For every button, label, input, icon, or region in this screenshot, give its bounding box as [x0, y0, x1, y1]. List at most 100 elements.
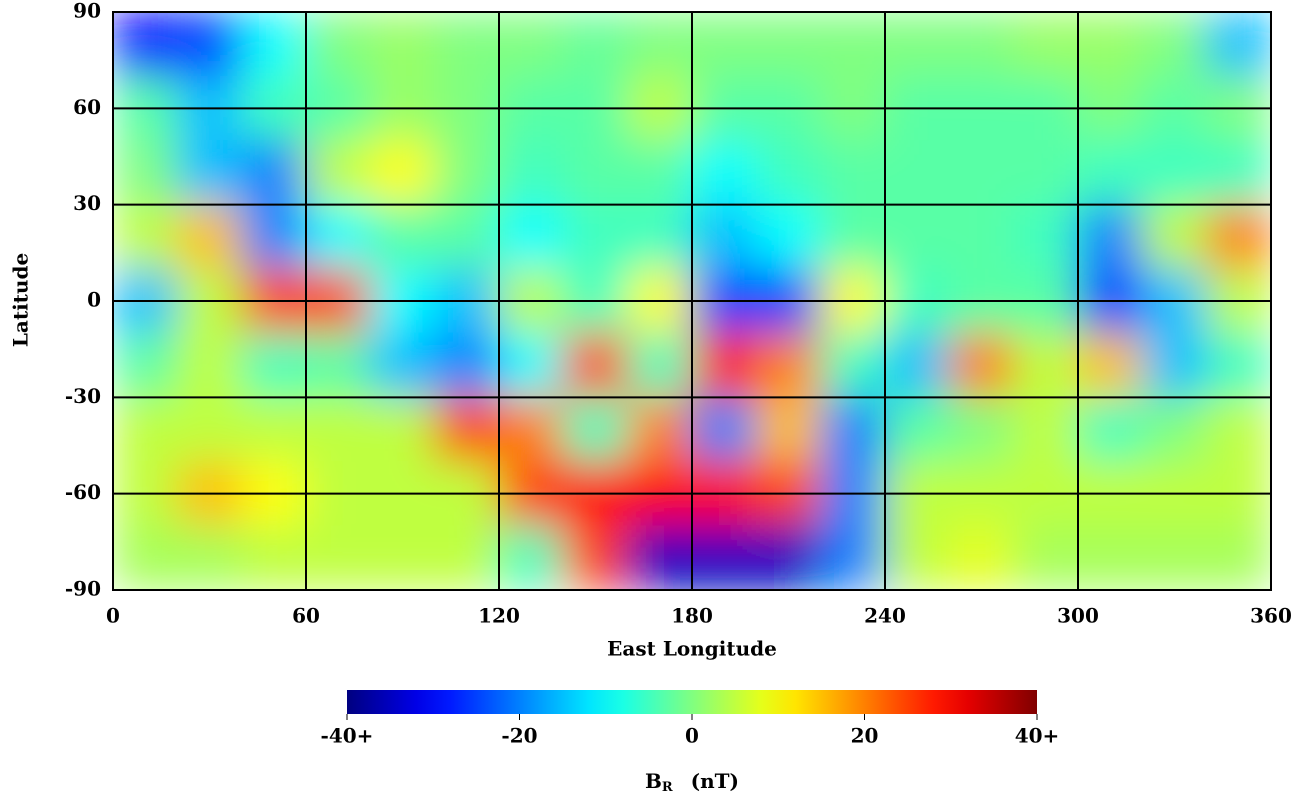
heatmap-cell [1078, 525, 1143, 590]
heatmap-cell [1142, 140, 1207, 205]
heatmap-cell [499, 12, 564, 77]
heatmap-cell [1013, 333, 1078, 398]
heatmap-cell [434, 333, 499, 398]
heatmap-cell [1142, 397, 1207, 462]
heatmap-cell [563, 333, 628, 398]
heatmap-cell [499, 140, 564, 205]
heatmap-cell [113, 12, 178, 77]
heatmap-cell [756, 140, 821, 205]
heatmap-cell [306, 397, 371, 462]
heatmap-cell [1078, 333, 1143, 398]
colorbar-tick-label: 40+ [1015, 724, 1060, 748]
heatmap-cell [370, 140, 435, 205]
heatmap-cell [434, 12, 499, 77]
heatmap-cell [885, 525, 950, 590]
x-axis-label: East Longitude [607, 637, 777, 661]
heatmap-cell [370, 204, 435, 269]
heatmap-cell [306, 12, 371, 77]
heatmap-cell [177, 204, 242, 269]
y-tick-label: -90 [65, 577, 101, 601]
heatmap-cell [370, 525, 435, 590]
heatmap-cell [370, 397, 435, 462]
heatmap-cell [241, 333, 306, 398]
colorbar-symbol: B [645, 769, 662, 793]
heatmap-cell [1078, 140, 1143, 205]
heatmap-cell [692, 12, 757, 77]
y-tick-label: -60 [65, 480, 101, 504]
heatmap-cell [177, 333, 242, 398]
heatmap-cell [306, 525, 371, 590]
x-tick-label: 120 [478, 604, 520, 628]
y-tick-label: 30 [73, 191, 101, 215]
heatmap-cell [177, 397, 242, 462]
heatmap-cell [113, 140, 178, 205]
heatmap-cell [949, 12, 1014, 77]
heatmap-cell [563, 12, 628, 77]
heatmap-cell [1078, 204, 1143, 269]
heatmap-cell [756, 204, 821, 269]
heatmap-cell [563, 397, 628, 462]
heatmap-cell [885, 12, 950, 77]
heatmap-cell [1013, 525, 1078, 590]
heatmap-cell [692, 204, 757, 269]
heatmap-cell [885, 333, 950, 398]
heatmap-cell [756, 333, 821, 398]
heatmap-cell [1206, 333, 1271, 398]
heatmap-cell [563, 525, 628, 590]
y-tick-label: 60 [73, 95, 101, 119]
colorbar-subscript: R [662, 780, 673, 795]
y-axis-label: Latitude [9, 253, 33, 347]
heatmap-cell [434, 204, 499, 269]
heatmap-cell [434, 525, 499, 590]
heatmap-cell [434, 140, 499, 205]
heatmap-cell [820, 140, 885, 205]
heatmap-cell [692, 140, 757, 205]
heatmap-cell [949, 333, 1014, 398]
heatmap-cell [627, 525, 692, 590]
colorbar [347, 690, 1037, 714]
heatmap-cell [113, 333, 178, 398]
heatmap-cell [499, 525, 564, 590]
heatmap-cell [370, 333, 435, 398]
heatmap-cell [306, 333, 371, 398]
heatmap-cell [692, 397, 757, 462]
heatmap-cell [949, 397, 1014, 462]
colorbar-tick-label: 0 [685, 724, 699, 748]
heatmap-cell [370, 12, 435, 77]
heatmap-cell [627, 204, 692, 269]
heatmap-cell [499, 204, 564, 269]
heatmap-cell [563, 140, 628, 205]
heatmap-cell [1013, 12, 1078, 77]
heatmap-cell [692, 333, 757, 398]
heatmap-cell [820, 12, 885, 77]
heatmap-cell [241, 140, 306, 205]
heatmap-cell [241, 12, 306, 77]
heatmap-cell [1078, 397, 1143, 462]
heatmap-cell [177, 12, 242, 77]
heatmap-cell [113, 397, 178, 462]
x-tick-label: 180 [671, 604, 713, 628]
heatmap-cell [820, 204, 885, 269]
heatmap-cell [306, 204, 371, 269]
heatmap-cell [885, 140, 950, 205]
x-tick-label: 240 [864, 604, 906, 628]
heatmap-cell [1142, 12, 1207, 77]
heatmap-cell [1206, 140, 1271, 205]
heatmap-cell [756, 12, 821, 77]
x-tick-label: 60 [292, 604, 320, 628]
heatmap-cell [1206, 12, 1271, 77]
heatmap-cell [113, 204, 178, 269]
y-tick-label: -30 [65, 384, 101, 408]
heatmap-cell [113, 525, 178, 590]
heatmap-cell [885, 204, 950, 269]
heatmap-cell [1078, 12, 1143, 77]
heatmap-cell [1142, 333, 1207, 398]
heatmap-cell [1142, 204, 1207, 269]
heatmap-cell [1013, 204, 1078, 269]
heatmap-cell [627, 12, 692, 77]
x-tick-label: 0 [106, 604, 120, 628]
colorbar-tick-label: 20 [851, 724, 879, 748]
heatmap-cell [820, 397, 885, 462]
heatmap-cell [1206, 204, 1271, 269]
